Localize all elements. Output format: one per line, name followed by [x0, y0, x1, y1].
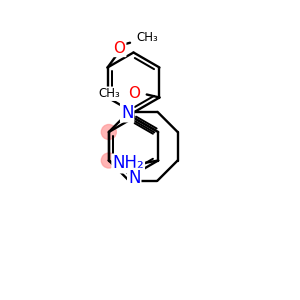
Text: CH₃: CH₃ — [99, 87, 121, 100]
Text: N: N — [121, 103, 134, 122]
Text: O: O — [128, 85, 140, 100]
Circle shape — [101, 124, 116, 140]
Text: N: N — [128, 169, 140, 187]
Text: NH₂: NH₂ — [112, 154, 144, 172]
Text: CH₃: CH₃ — [137, 31, 158, 44]
Text: O: O — [113, 41, 125, 56]
Circle shape — [101, 153, 116, 168]
